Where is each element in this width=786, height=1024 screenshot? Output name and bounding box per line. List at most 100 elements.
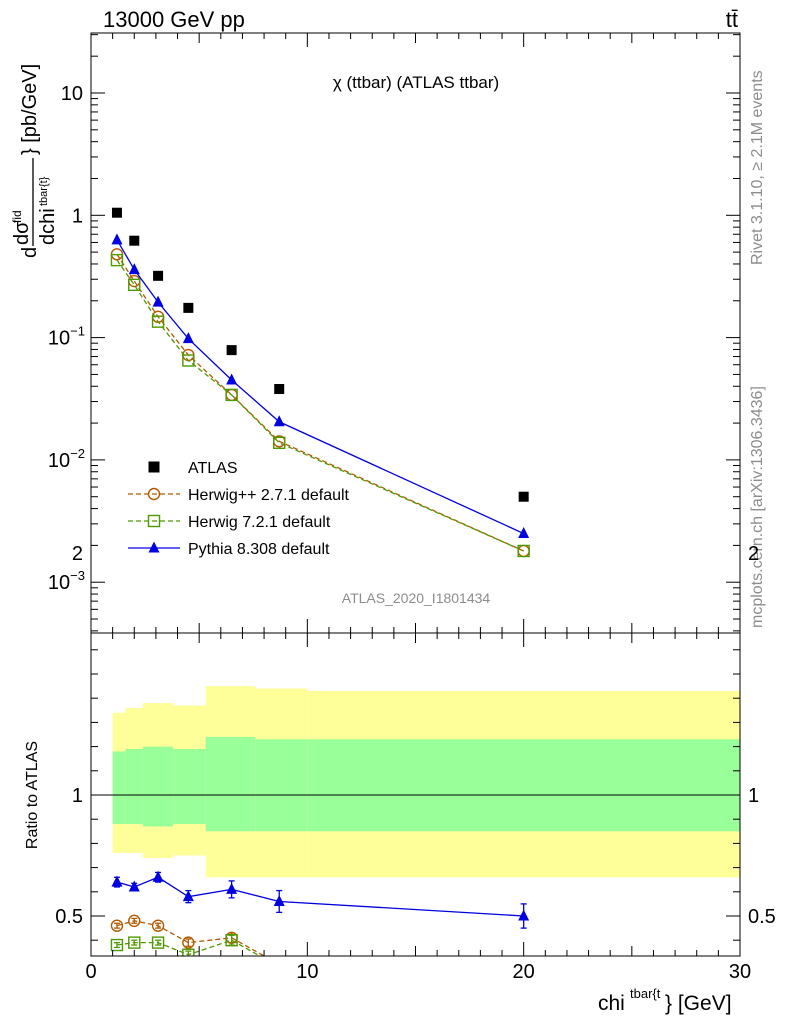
data-point [183,302,194,313]
ratio-point [128,880,140,892]
data-point [111,207,122,218]
x-tick-label: 10 [296,961,318,983]
ratio-tick-label-right: 0.5 [748,906,776,928]
ratio-point [182,890,194,902]
y-tick-label: 10−1 [48,324,85,350]
data-point [518,527,530,539]
legend-marker [148,541,160,553]
band-inner [173,749,206,825]
x-tick-label: 30 [729,961,751,983]
data-point [225,388,238,402]
data-point [129,235,140,246]
svg-text:tbar{t: tbar{t [630,986,661,1001]
legend-entry: Herwig++ 2.7.1 default [188,487,350,504]
ratio-tick-label-left: 2 [72,543,83,565]
band-inner [142,746,174,827]
x-tick-label: 20 [513,961,535,983]
ratio-tick-label-left: 0.5 [55,906,83,928]
ratio-point [128,914,141,928]
rivet-label: Rivet 3.1.10, ≥ 2.1M events [749,70,766,265]
band-inner [125,749,143,825]
ratio-line [116,876,524,917]
y-tick-label: 10−2 [48,446,85,472]
energy-label: 13000 GeV pp [103,7,245,32]
ratio-point [226,882,238,894]
ratio-point [128,936,141,949]
main-axis-ticks [90,33,741,633]
main-y-tick-labels: 10−3 10−2 10−1 1 10 [48,83,85,594]
ratio-tick-label-right: 2 [748,543,759,565]
process-label: tt̄ [726,7,738,32]
legend-marker [148,461,160,473]
x-tick-label: 0 [85,961,96,983]
svg-text:chi: chi [598,992,625,1015]
data-point [182,354,195,367]
mcplots-label: mcplots.cern.ch [arXiv:1306.3436] [749,386,766,628]
band-inner [307,739,740,832]
y-ratio-axis-label: Ratio to ATLAS [24,741,41,849]
x-tick-labels: 0 10 20 30 [85,961,751,983]
band-inner [255,739,308,832]
data-point [226,345,237,356]
analysis-id: ATLAS_2020_I1801434 [342,590,491,606]
ratio-tick-label-right: 1 [748,785,759,807]
data-point [518,491,529,502]
data-point [517,544,530,558]
legend-entry: ATLAS [188,460,238,477]
ratio-point [111,875,123,887]
ratio-point [274,961,285,972]
legend-entry: Pythia 8.308 default [188,541,330,558]
ratio-y-tick-labels: 0.5 0.5 1 1 2 2 [55,543,776,928]
ratio-point [152,870,164,882]
data-point [128,278,141,292]
ratio-point [110,919,124,932]
ratio-point [182,936,195,949]
ratio-point [151,936,165,949]
svg-text:dchi: dchi [37,208,59,245]
ratio-point [273,894,285,906]
svg-text:} [pb/GeV]: } [pb/GeV] [19,64,41,155]
y-tick-label: 10 [61,83,83,105]
y-tick-label: 10−3 [48,568,85,594]
svg-text:d: d [19,247,41,258]
svg-text:tbar{t}: tbar{t} [38,176,50,206]
ratio-line [116,939,262,956]
ratio-point [151,919,165,932]
legend: ATLAS Herwig++ 2.7.1 default Herwig 7.2.1 … [128,460,350,558]
series-line [116,259,524,552]
data-point [226,373,238,385]
y-tick-label: 1 [72,205,83,227]
data-point [111,233,123,245]
ratio-bands [112,686,740,878]
y-main-axis-label: d dσ fid dchi tbar{t} } [pb/GeV] [10,64,59,258]
ratio-point [518,909,530,921]
data-point [110,253,124,267]
ratio-point [225,934,238,947]
data-point [182,332,194,344]
ratio-axis-ticks [90,633,741,956]
ratio-point [182,948,195,956]
data-point [151,315,165,328]
svg-text:fid: fid [10,210,24,223]
band-inner [205,736,256,832]
data-point [273,415,285,427]
data-point [273,436,286,449]
main-frame [90,32,741,634]
svg-text:} [GeV]: } [GeV] [665,992,732,1015]
ratio-series [110,870,530,972]
band-inner [112,751,126,825]
ratio-tick-label-left: 1 [72,785,83,807]
main-title: χ (ttbar) (ATLAS ttbar) [333,73,499,92]
ratio-panel: 0.5 0.5 1 1 2 2 0 10 20 30 [55,543,776,983]
data-point [152,295,164,307]
svg-text:dσ: dσ [11,221,33,245]
data-point [153,270,164,281]
ratio-point [274,959,285,970]
x-axis-label: chi tbar{t } [GeV] [598,986,732,1015]
main-series [110,207,530,558]
ratio-line [116,920,266,956]
legend-entry: Herwig 7.2.1 default [188,514,331,531]
data-point [274,383,285,394]
